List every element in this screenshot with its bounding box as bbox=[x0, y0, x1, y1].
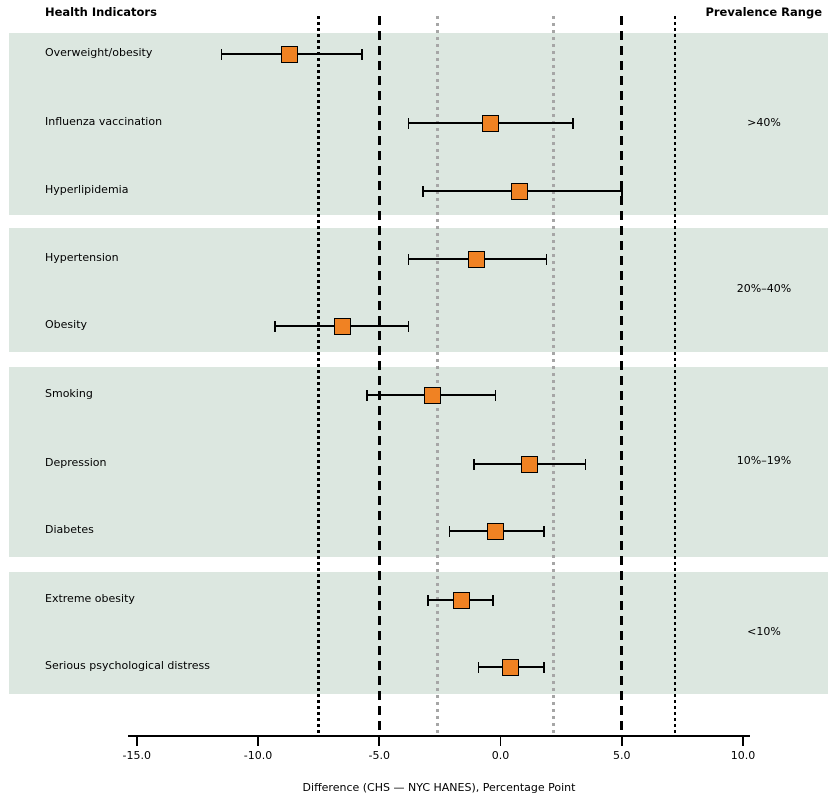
x-axis-tick-label: 0.0 bbox=[491, 749, 510, 762]
point-estimate-marker bbox=[501, 658, 519, 676]
indicator-label: Influenza vaccination bbox=[45, 115, 163, 128]
ci-cap-low bbox=[426, 594, 429, 606]
ci-cap-high bbox=[494, 389, 497, 401]
point-estimate-marker bbox=[487, 522, 505, 540]
ci-cap-high bbox=[407, 320, 410, 332]
x-axis-tick bbox=[378, 735, 381, 746]
point-estimate-marker bbox=[521, 455, 539, 473]
ci-cap-high bbox=[492, 594, 495, 606]
point-estimate-marker bbox=[467, 250, 485, 268]
ci-cap-low bbox=[477, 661, 480, 673]
point-estimate-marker bbox=[453, 591, 471, 609]
point-estimate-marker bbox=[482, 114, 500, 132]
ci-cap-low bbox=[422, 185, 424, 197]
prevalence-range-header: Prevalence Range bbox=[705, 5, 822, 19]
reference-line bbox=[317, 16, 320, 735]
x-axis-tick-label: 5.0 bbox=[613, 749, 631, 762]
x-axis-tick bbox=[257, 735, 259, 746]
x-axis-tick bbox=[499, 735, 502, 746]
x-axis-tick bbox=[620, 735, 623, 746]
indicator-label: Obesity bbox=[45, 318, 88, 331]
ci-cap-high bbox=[543, 525, 545, 537]
indicator-label: Hyperlipidemia bbox=[45, 183, 129, 196]
x-axis-tick bbox=[135, 735, 138, 746]
ci-cap-high bbox=[584, 458, 587, 470]
ci-cap-low bbox=[220, 48, 223, 60]
ci-cap-high bbox=[543, 661, 545, 673]
prevalence-band bbox=[9, 228, 828, 352]
ci-cap-high bbox=[620, 185, 623, 197]
prevalence-band bbox=[9, 572, 828, 694]
x-axis-tick-label: 10.0 bbox=[730, 749, 756, 762]
indicator-label: Extreme obesity bbox=[45, 592, 135, 605]
indicator-label: Hypertension bbox=[45, 251, 119, 264]
ci-cap-high bbox=[572, 117, 575, 129]
x-axis-line bbox=[128, 735, 750, 737]
reference-line bbox=[620, 16, 624, 735]
ci-cap-low bbox=[366, 389, 368, 401]
x-axis-tick-label: -15.0 bbox=[122, 749, 151, 762]
indicator-label: Diabetes bbox=[45, 523, 94, 536]
reference-line bbox=[377, 16, 381, 735]
point-estimate-marker bbox=[334, 317, 352, 335]
x-axis-tick-label: -5.0 bbox=[368, 749, 390, 762]
ci-cap-low bbox=[473, 458, 475, 470]
reference-line bbox=[673, 16, 677, 735]
prevalence-band bbox=[9, 33, 828, 215]
indicator-label: Depression bbox=[45, 456, 107, 469]
x-axis-tick bbox=[742, 735, 744, 746]
indicator-label: Overweight/obesity bbox=[45, 46, 153, 59]
prevalence-range-label: <10% bbox=[747, 625, 781, 638]
ci-cap-high bbox=[361, 48, 364, 60]
prevalence-range-label: 10%–19% bbox=[736, 454, 792, 467]
reference-line bbox=[435, 16, 439, 735]
prevalence-range-label: >40% bbox=[747, 116, 781, 129]
x-axis-title: Difference (CHS — NYC HANES), Percentage… bbox=[302, 781, 576, 794]
ci-cap-low bbox=[407, 117, 410, 129]
reference-line bbox=[552, 16, 556, 735]
point-estimate-marker bbox=[281, 45, 299, 63]
ci-cap-low bbox=[448, 525, 451, 537]
x-axis-tick-label: -10.0 bbox=[243, 749, 273, 762]
ci-cap-high bbox=[545, 253, 548, 265]
indicator-label: Smoking bbox=[45, 387, 93, 400]
ci-cap-low bbox=[407, 253, 410, 265]
indicator-label: Serious psychological distress bbox=[45, 659, 210, 672]
point-estimate-marker bbox=[511, 182, 529, 200]
point-estimate-marker bbox=[424, 386, 442, 404]
prevalence-range-label: 20%–40% bbox=[736, 282, 792, 295]
prevalence-band bbox=[9, 367, 828, 557]
health-indicators-header: Health Indicators bbox=[45, 5, 157, 19]
ci-cap-low bbox=[274, 320, 276, 332]
